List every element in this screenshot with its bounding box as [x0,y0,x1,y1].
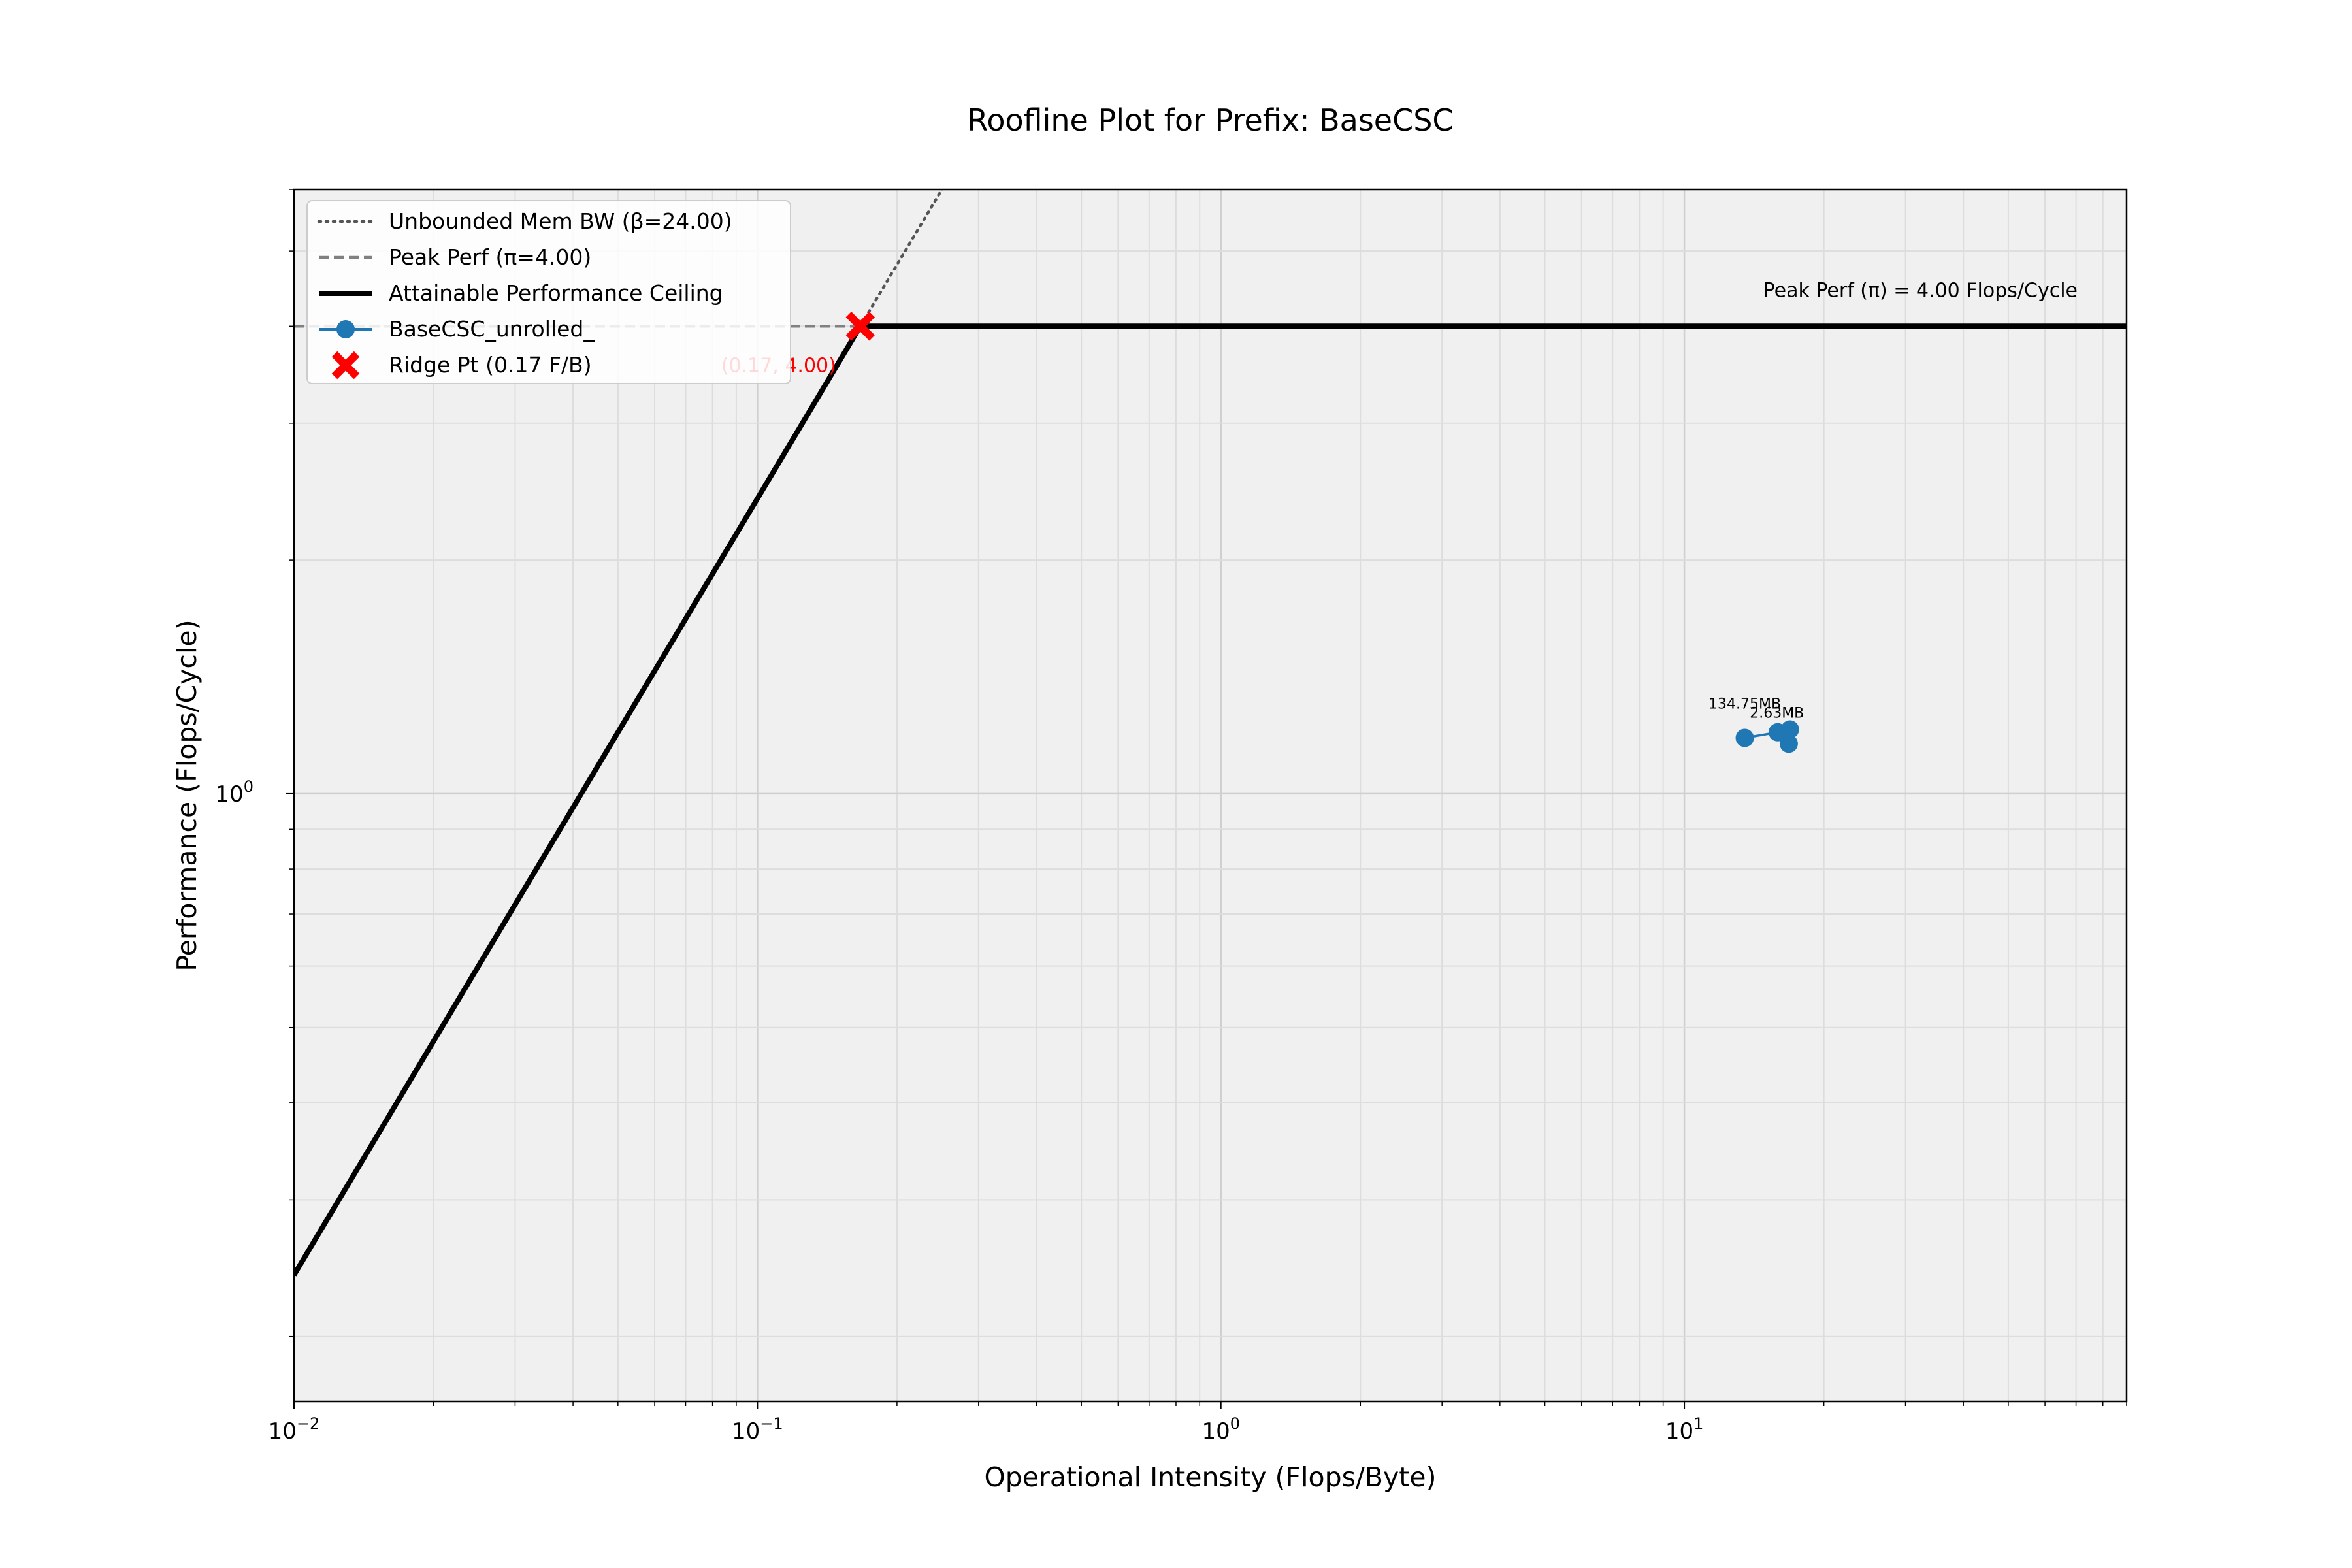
y-tick-exponent: 0 [244,777,253,796]
legend-label: Peak Perf (π=4.00) [389,244,591,270]
legend-handle-marker [336,320,355,338]
legend-label: Attainable Performance Ceiling [389,280,723,306]
peak-perf-annotation: Peak Perf (π) = 4.00 Flops/Cycle [1763,279,2078,302]
chart-title: Roofline Plot for Prefix: BaseCSC [967,103,1453,138]
data-point-label: 2.63MB [1750,706,1804,722]
x-tick-exponent: 0 [1230,1414,1240,1433]
y-axis-label: Performance (Flops/Cycle) [171,619,203,971]
x-tick-exponent: −2 [297,1414,319,1433]
data-point-label: 134.75MB [1708,696,1781,712]
legend-box [306,200,791,384]
x-tick-exponent: −1 [760,1414,783,1433]
data-point-marker [1735,728,1754,747]
x-axis-label: Operational Intensity (Flops/Byte) [984,1462,1436,1493]
legend-label: BaseCSC_unrolled_ [389,316,595,342]
plot-frame [293,188,2128,1403]
data-point-marker [1780,720,1799,739]
legend-handle-ridge [331,351,360,380]
legend-label: Ridge Pt (0.17 F/B) [389,352,592,378]
ridge-point-marker [845,312,875,341]
data-point-marker [1779,734,1798,753]
legend: Unbounded Mem BW (β=24.00) Peak Perf (π=4… [306,200,791,384]
x-tick-exponent: 1 [1693,1414,1703,1433]
legend-label: Unbounded Mem BW (β=24.00) [389,208,732,234]
grid-lines [293,189,2127,1401]
